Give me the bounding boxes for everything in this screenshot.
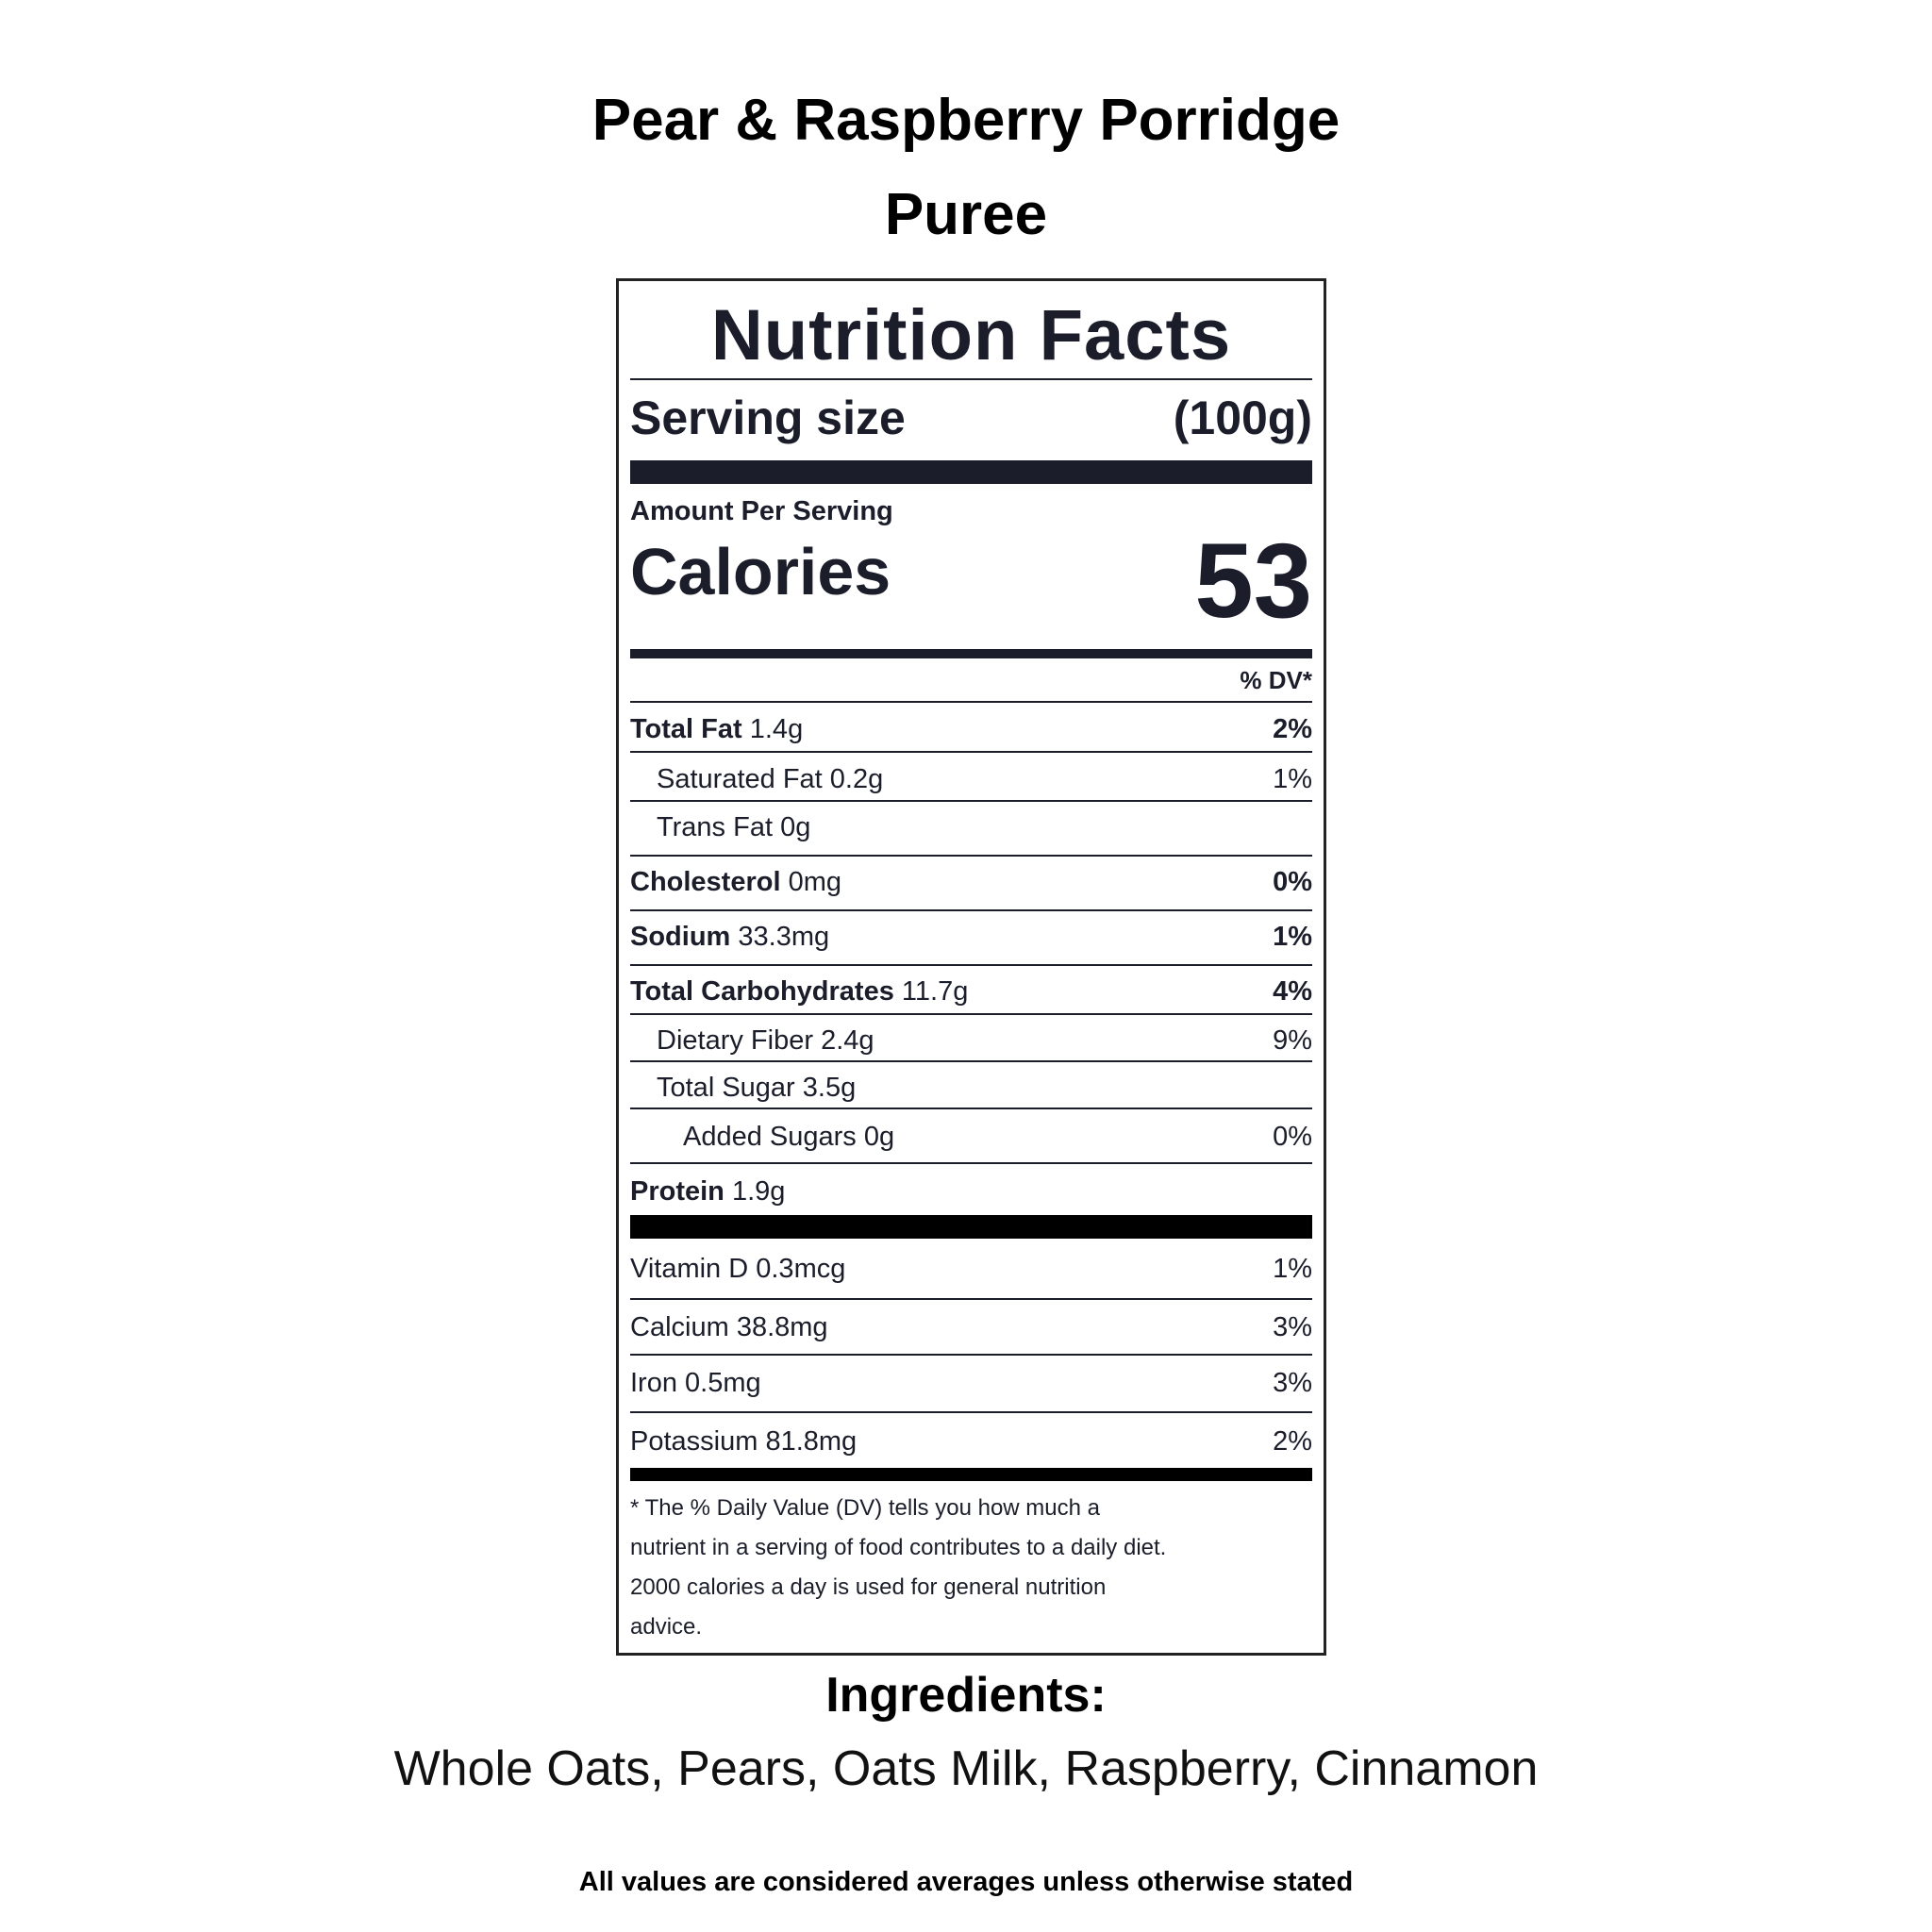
nutrient-dv: 0%	[1273, 1122, 1312, 1152]
nutrient-amount: 38.8mg	[736, 1312, 828, 1342]
daily-value-footnote: * The % Daily Value (DV) tells you how m…	[630, 1489, 1312, 1647]
nutrient-name: Saturated Fat	[657, 764, 823, 794]
divider	[630, 751, 1312, 753]
nutrient-amount: 1.9g	[731, 1176, 786, 1207]
serving-size-row: Serving size (100g)	[630, 390, 1312, 446]
nutrient-name: Calcium	[630, 1312, 729, 1342]
nutrient-amount: 3.5g	[802, 1073, 857, 1103]
nutrient-name: Vitamin D	[630, 1254, 749, 1284]
disclaimer: All values are considered averages unles…	[578, 1867, 1354, 1897]
nutrient-amount: 0.2g	[829, 764, 884, 794]
thick-divider	[630, 460, 1312, 484]
nutrient-name: Sodium	[630, 922, 731, 952]
nutrient-row: Saturated Fat 0.2g 1%	[630, 756, 1312, 803]
thick-divider	[630, 1468, 1312, 1481]
footnote-line: nutrient in a serving of food contribute…	[630, 1535, 1167, 1560]
product-title: Pear & Raspberry Porridge	[591, 88, 1341, 153]
thick-divider	[630, 649, 1312, 658]
nutrient-amount: 11.7g	[901, 976, 969, 1007]
nutrient-name: Total Carbohydrates	[630, 976, 894, 1007]
divider	[630, 964, 1312, 966]
calories-label: Calories	[630, 535, 891, 608]
ingredients-list: Whole Oats, Pears, Oats Milk, Raspberry,…	[393, 1741, 1539, 1796]
divider	[630, 1108, 1312, 1109]
daily-value-header: % DV*	[1240, 666, 1312, 694]
nutrient-dv: 4%	[1273, 976, 1312, 1007]
ingredients-heading: Ingredients:	[825, 1668, 1107, 1723]
footnote-line: advice.	[630, 1614, 703, 1640]
divider	[630, 378, 1312, 380]
nutrient-name: Added Sugars	[683, 1122, 857, 1152]
nutrient-row: Protein 1.9g	[630, 1168, 1312, 1215]
nutrient-row: Cholesterol 0mg 0%	[630, 858, 1312, 906]
thick-divider	[630, 1215, 1312, 1239]
nutrient-row: Iron 0.5mg 3%	[630, 1359, 1312, 1407]
nutrient-dv: 9%	[1273, 1025, 1312, 1056]
nutrient-row: Added Sugars 0g 0%	[630, 1113, 1312, 1160]
nutrient-name: Trans Fat	[657, 812, 774, 842]
nutrient-amount: 0mg	[788, 867, 842, 897]
nutrient-row: Trans Fat 0g	[630, 804, 1312, 851]
nutrient-dv: 1%	[1273, 922, 1312, 952]
nutrition-facts-label: Nutrition Facts Serving size (100g) Amou…	[616, 278, 1326, 1656]
nutrient-row: Vitamin D 0.3mcg 1%	[630, 1245, 1312, 1292]
serving-size-value: (100g)	[1173, 391, 1312, 444]
nutrient-name: Total Fat	[630, 714, 742, 744]
nutrition-facts-heading: Nutrition Facts	[710, 295, 1232, 375]
nutrient-amount: 0.3mcg	[756, 1254, 846, 1284]
nutrient-name: Dietary Fiber	[657, 1025, 813, 1056]
divider	[630, 1060, 1312, 1062]
divider	[630, 1298, 1312, 1300]
amount-per-serving: Amount Per Serving	[630, 496, 893, 526]
divider	[630, 1162, 1312, 1164]
nutrient-name: Cholesterol	[630, 867, 781, 897]
nutrient-row: Sodium 33.3mg 1%	[630, 913, 1312, 960]
divider	[630, 800, 1312, 802]
nutrient-row: Potassium 81.8mg 2%	[630, 1418, 1312, 1465]
nutrient-dv: 2%	[1273, 714, 1312, 744]
nutrient-row: Total Sugar 3.5g	[630, 1064, 1312, 1111]
nutrient-name: Protein	[630, 1176, 724, 1207]
divider	[630, 701, 1312, 703]
nutrient-amount: 81.8mg	[765, 1426, 858, 1457]
nutrient-amount: 2.4g	[821, 1025, 874, 1056]
divider	[630, 1411, 1312, 1413]
divider	[630, 1354, 1312, 1356]
calories-value: 53	[1194, 522, 1312, 640]
nutrient-amount: 0.5mg	[685, 1368, 761, 1398]
nutrient-amount: 0g	[863, 1122, 895, 1152]
divider	[630, 1013, 1312, 1015]
footnote-line: 2000 calories a day is used for general …	[630, 1574, 1107, 1600]
nutrient-row: Total Fat 1.4g 2%	[630, 706, 1312, 753]
nutrient-name: Iron	[630, 1368, 677, 1398]
nutrient-name: Potassium	[630, 1426, 758, 1457]
nutrient-dv: 1%	[1273, 764, 1312, 794]
serving-size-label: Serving size	[630, 391, 906, 444]
nutrient-amount: 33.3mg	[738, 922, 830, 952]
product-title-line-2: Puree	[884, 182, 1048, 247]
nutrient-dv: 3%	[1273, 1368, 1312, 1398]
nutrient-dv: 3%	[1273, 1312, 1312, 1342]
nutrient-row: Calcium 38.8mg 3%	[630, 1304, 1312, 1351]
nutrient-amount: 1.4g	[749, 714, 804, 744]
nutrient-row: Total Carbohydrates 11.7g 4%	[630, 968, 1312, 1015]
divider	[630, 909, 1312, 911]
nutrient-dv: 1%	[1273, 1254, 1312, 1284]
footnote-line: * The % Daily Value (DV) tells you how m…	[630, 1495, 1100, 1521]
nutrient-name: Total Sugar	[657, 1073, 795, 1103]
nutrient-dv: 2%	[1273, 1426, 1312, 1457]
divider	[630, 855, 1312, 857]
nutrient-dv: 0%	[1273, 867, 1312, 897]
nutrient-amount: 0g	[780, 812, 811, 842]
nutrient-row: Dietary Fiber 2.4g 9%	[630, 1017, 1312, 1064]
